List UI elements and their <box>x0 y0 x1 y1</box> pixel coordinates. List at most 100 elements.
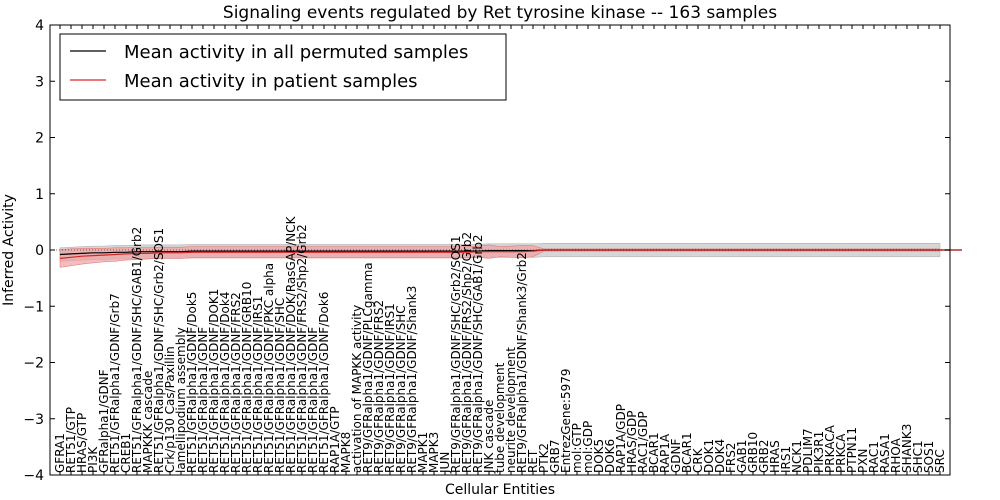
x-tick-label: HRAS <box>768 440 782 473</box>
y-tick-label: −3 <box>23 412 44 428</box>
x-tick-labels: GFRA1RET51/GTPHRAS/GTPPI3KGFRalpha1/GDNF… <box>53 25 947 475</box>
x-tick-label: GRB2 <box>757 439 771 473</box>
x-tick-label: mol:GTP <box>570 423 584 473</box>
x-tick-label: DOK5 <box>592 439 606 473</box>
x-tick-label: RET51/GFRalpha1/GDNF/Dok6 <box>317 292 331 473</box>
x-tick-label: RET51/GFRalpha1/GDNF/DOK/RasGAP/NCK <box>284 215 298 473</box>
x-tick-label: RET9/GFRalpha1/GDNF/IRS1 <box>383 303 397 473</box>
x-tick-label: FRS2 <box>724 443 738 474</box>
x-tick-label: BCAR1 <box>680 432 694 473</box>
x-tick-label: SOS1 <box>922 441 936 473</box>
x-tick-label: RET9/GFRalpha1/GDNF/Shank3/Grb2 <box>515 252 529 473</box>
x-tick-label: neurite development <box>504 347 518 473</box>
x-tick-label: RET51/GFRalpha1/GDNF/IRS1 <box>251 296 265 473</box>
x-tick-label: MAPK8 <box>339 432 353 473</box>
x-tick-label: MAPK1 <box>416 432 430 473</box>
x-tick-label: RET9/GFRalpha1/GDNF/SHC/Grb2/SOS1 <box>449 235 463 473</box>
x-tick-label: MAPK3 <box>427 432 441 473</box>
x-tick-label: RET51/GFRalpha1/GDNF/SHC/GAB1/Grb2 <box>130 227 144 473</box>
y-tick-label: 3 <box>35 74 44 90</box>
x-tick-label: PIK3R1 <box>812 431 826 473</box>
x-tick-label: RASA1 <box>878 433 892 473</box>
y-axis-label: Inferred Activity <box>1 194 17 306</box>
legend: Mean activity in all permuted samples Me… <box>59 33 507 101</box>
x-tick-label: PXN <box>856 449 870 473</box>
y-tick-label: 0 <box>35 243 44 259</box>
x-tick-label: CREB1 <box>119 433 133 473</box>
x-tick-label: RET51/GFRalpha1/GDNF/PKC alpha <box>262 263 276 473</box>
y-tick-label: −2 <box>23 356 44 372</box>
y-tick-label: −1 <box>23 299 44 315</box>
x-tick-label: RET <box>526 449 540 473</box>
x-tick-label: GRB10 <box>746 432 760 473</box>
legend-box <box>59 33 507 101</box>
series-lines <box>50 249 962 259</box>
x-tick-label: tube development <box>493 362 507 473</box>
x-tick-label: RET51/GFRalpha1/GDNF/DOK1 <box>207 289 221 473</box>
x-tick-label: HRAS/GDP <box>625 410 639 473</box>
x-tick-label: lamellipodium assembly <box>174 327 188 473</box>
x-tick-label: RET51/GFRalpha1/GDNF/FRS2 <box>229 292 243 473</box>
x-tick-label: DOK4 <box>713 439 727 473</box>
x-tick-label: RAP1A <box>658 433 672 473</box>
x-tick-label: mol:GDP <box>581 421 595 473</box>
x-tick-label: RAC1/GDP <box>636 411 650 473</box>
x-tick-label: RET51/GFRalpha1/GDNF/Grb7 <box>108 293 122 473</box>
x-tick-label: RET51/GFRalpha1/GDNF/GRB10 <box>240 282 254 473</box>
y-axis: −4 −3 −2 −1 0 1 2 3 4 <box>23 18 950 484</box>
confidence-bands <box>59 243 941 268</box>
x-axis-label: Cellular Entities <box>445 482 555 498</box>
y-tick-label: 4 <box>35 18 44 34</box>
y-tick-label: −4 <box>23 468 44 484</box>
x-tick-label: RET51/GTP <box>64 407 78 473</box>
patient-mean-line <box>59 249 962 259</box>
plot-frame <box>49 24 951 476</box>
x-tick-label: PTPN11 <box>845 427 859 473</box>
x-tick-label: RET9/GFRalpha1/GDNF/SHC/GAB1/Grb2 <box>471 234 485 473</box>
x-tick-label: RAC1 <box>867 441 881 473</box>
x-tick-label: GFRA1 <box>53 433 67 473</box>
x-tick-label: RET51/GFRalpha1/GDNF/Dok5 <box>185 292 199 473</box>
legend-label-patient: Mean activity in patient samples <box>124 71 418 92</box>
x-tick-label: JNK cascade <box>482 400 496 474</box>
x-tick-label: GDNF <box>669 438 683 473</box>
x-tick-label: RET9/GFRalpha1/GDNF/Shank3 <box>405 286 419 473</box>
x-tick-label: GFRalpha1/GDNF <box>97 369 111 473</box>
x-tick-label: JUN <box>438 452 452 474</box>
x-tick-label: HRAS/GTP <box>75 413 89 473</box>
x-tick-label: PDLIM7 <box>801 428 815 473</box>
x-tick-label: RET9/GFRalpha1/GDNF/FRS2 <box>372 300 386 473</box>
x-tick-label: IRS1 <box>779 446 793 473</box>
x-tick-label: PRKCA <box>834 433 848 473</box>
x-tick-label: RET51/GFRalpha1/GDNF/FRS2/Shp2/Grb2 <box>295 224 309 473</box>
x-tick-label: SHANK3 <box>900 424 914 473</box>
x-tick-label: EntrezGene:5979 <box>559 369 573 474</box>
x-tick-label: RET9/GFRalpha1/GDNF/FRS2/Shp2/Grb2 <box>460 232 474 473</box>
x-tick-label: GRB7 <box>548 439 562 473</box>
x-tick-label: SHC1 <box>911 440 925 473</box>
x-tick-label: RET9/GFRalpha1/GDNF/SHC <box>394 305 408 473</box>
x-tick-label: MAPKKK cascade <box>141 371 155 473</box>
x-tick-label: Crk/p130 Cas/Paxillin <box>163 346 177 473</box>
x-tick-label: RHOA <box>889 437 903 473</box>
x-tick-label: SRC <box>933 449 947 473</box>
x-tick-label: RET51/GFRalpha1/GDNF <box>196 327 210 473</box>
x-tick-label: PTK2 <box>537 443 551 473</box>
y-tick-label: 2 <box>35 131 44 147</box>
x-tick-label: RET9/GFRalpha1/GDNF/PLCgamma <box>361 262 375 473</box>
chart-title: Signaling events regulated by Ret tyrosi… <box>223 3 777 23</box>
x-tick-label: DOK6 <box>603 439 617 473</box>
x-tick-label: CRK <box>691 447 705 473</box>
x-tick-label: RAP1A/GDP <box>614 404 628 473</box>
x-tick-label: PI3K <box>86 446 100 473</box>
x-tick-label: RET51/GFRalpha1/GDNF/Dok4 <box>218 292 232 473</box>
x-tick-label: RET51/GFRalpha1/GDNF/SHC/Grb2/SOS1 <box>152 228 166 473</box>
x-tick-label: BCAR1 <box>647 432 661 473</box>
x-tick-label: RET51/GFRalpha1/GDNF <box>306 327 320 473</box>
legend-label-permuted: Mean activity in all permuted samples <box>124 42 468 63</box>
x-tick-label: PRKACA <box>823 424 837 473</box>
x-tick-label: RAP1A/GTP <box>328 406 342 473</box>
x-tick-label: NCK1 <box>790 440 804 473</box>
x-tick-label: activation of MAPKK activity <box>350 305 364 473</box>
